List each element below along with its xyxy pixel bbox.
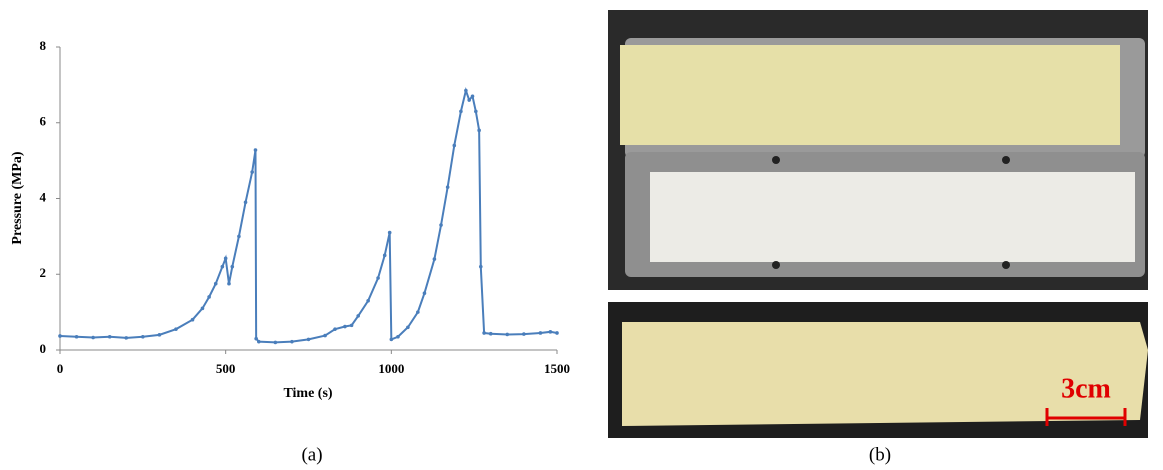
data-point [227,281,231,286]
photo-bottom: 3cm [608,302,1148,438]
scale-bar-label: 3cm [1061,373,1111,404]
data-point [467,98,471,102]
data-point [376,276,380,280]
data-point [382,253,387,258]
data-point [124,336,129,340]
data-point [74,334,79,339]
data-point [237,234,241,239]
data-point [220,264,225,269]
y-tick-label: 2 [40,265,47,280]
data-point [478,264,483,269]
data-point [253,148,258,152]
data-point [290,339,294,344]
data-point [474,109,478,114]
x-tick-label: 0 [57,361,64,376]
data-point [343,324,347,329]
x-tick-label: 1500 [544,361,570,376]
data-point [422,291,427,295]
y-tick-label: 8 [40,38,47,53]
data-point [482,331,486,335]
data-point [555,331,559,335]
data-point [366,298,370,303]
data-point [470,94,475,99]
y-tick-label: 4 [40,189,47,204]
x-axis-label: Time (s) [283,386,332,401]
data-point [538,331,543,335]
data-point [223,256,228,261]
data-point [389,337,394,342]
data-point [243,200,248,205]
data-point [306,337,311,342]
panel-label: (b) [869,444,891,465]
data-line [59,87,558,344]
data-point [356,314,361,318]
data-point [396,334,400,339]
data-point [200,306,205,311]
data-point [323,333,327,338]
y-tick-label: 6 [40,114,47,129]
data-point [406,325,410,330]
data-point [548,330,553,334]
data-point [157,333,162,337]
data-point [254,336,258,341]
data-point [439,223,443,227]
data-point [387,230,392,235]
data-point [505,332,510,337]
data-point [207,295,211,299]
data-point [522,332,526,336]
data-point [257,339,261,344]
data-point [107,334,112,339]
photo-top [608,10,1148,290]
x-tick-label: 500 [216,361,236,376]
data-point [464,88,468,93]
data-point [190,317,195,322]
data-point [91,335,95,340]
data-point [174,327,178,331]
data-point [445,185,450,189]
data-point [349,323,354,328]
data-point [459,109,463,114]
data-point [333,327,337,331]
data-point [452,143,457,148]
y-axis-label: Pressure (MPa) [10,151,25,245]
data-point [488,331,493,336]
data-point [416,310,420,314]
data-point [230,264,235,269]
data-point [58,334,62,338]
data-point [141,334,145,339]
x-tick-label: 1000 [378,361,404,376]
data-point [273,340,278,345]
y-tick-label: 0 [40,341,47,356]
data-point [250,170,254,174]
data-point [432,257,437,261]
panel-label: (a) [301,444,322,465]
data-point [477,128,481,133]
data-point [213,281,218,286]
